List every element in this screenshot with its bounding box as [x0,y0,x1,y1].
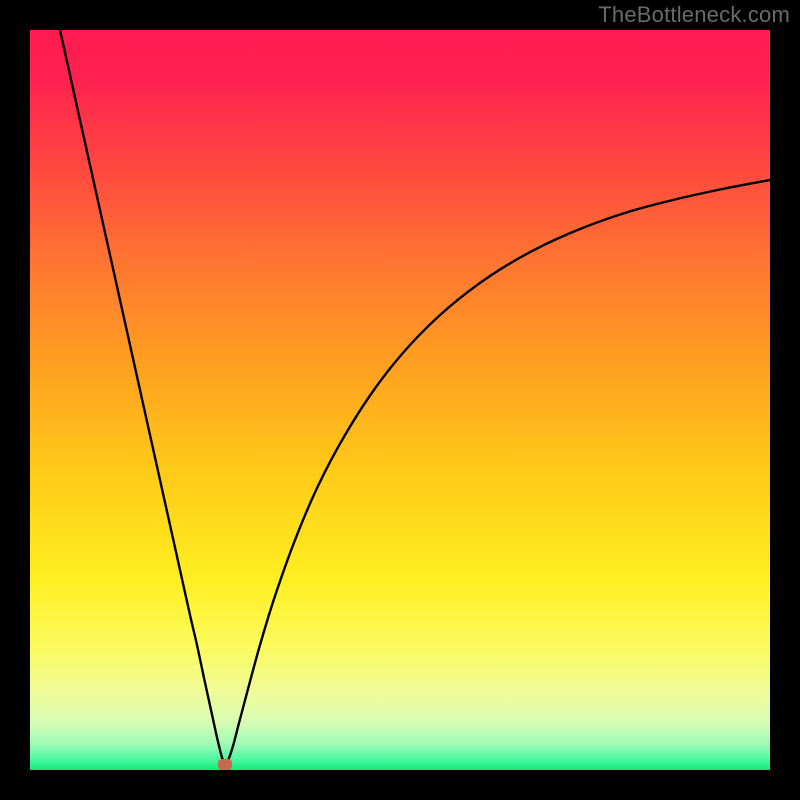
bottleneck-curve-chart [0,0,800,800]
watermark-text: TheBottleneck.com [598,2,790,28]
chart-stage: TheBottleneck.com [0,0,800,800]
minimum-marker-icon [218,759,232,770]
